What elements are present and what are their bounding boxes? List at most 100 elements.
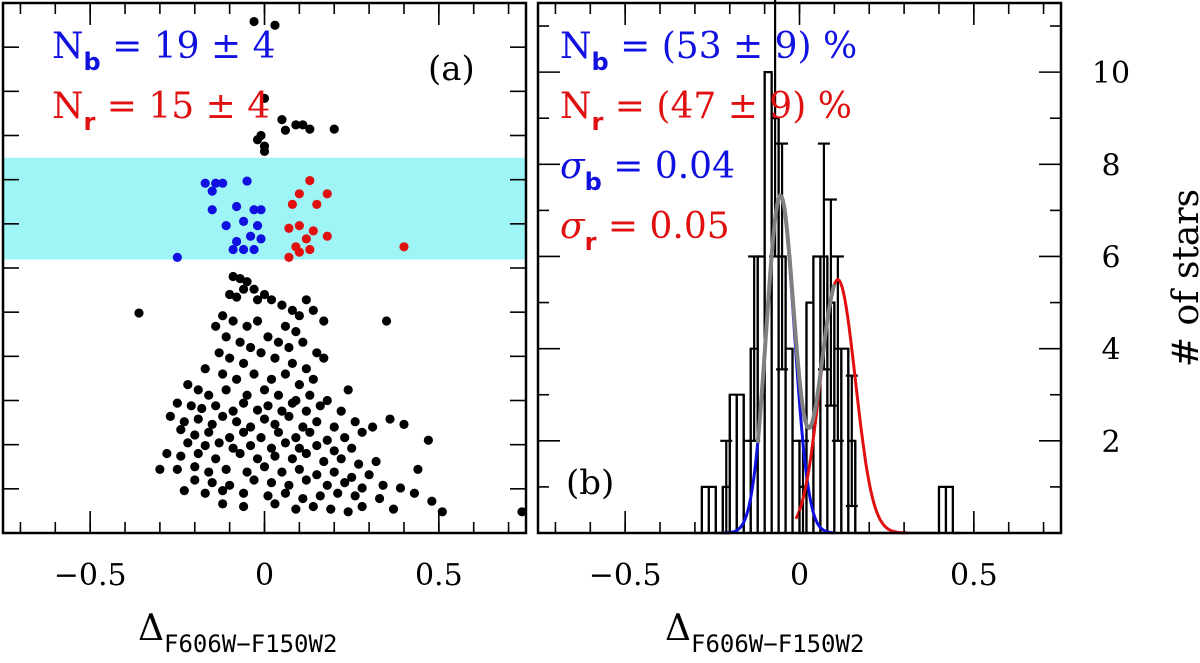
black-point-170 <box>263 491 273 501</box>
black-point-36 <box>280 321 291 331</box>
black-point-125 <box>347 443 357 453</box>
black-point-5 <box>298 120 308 130</box>
black-point-103 <box>176 425 186 435</box>
black-point-148 <box>294 464 304 474</box>
red-point-11 <box>305 244 315 255</box>
black-point-38 <box>221 332 231 342</box>
black-point-56 <box>232 374 242 384</box>
black-point-71 <box>322 395 332 406</box>
black-point-172 <box>298 493 308 504</box>
black-point-165 <box>395 483 406 493</box>
black-point-88 <box>193 414 203 424</box>
black-point-80 <box>263 401 273 411</box>
black-point-151 <box>347 472 357 482</box>
sigma-b-annotation: σb = 0.04 <box>560 146 735 196</box>
black-point-46 <box>214 348 224 358</box>
black-point-138 <box>371 456 381 467</box>
black-point-159 <box>284 480 294 490</box>
black-point-42 <box>273 337 284 347</box>
x-axis-label-b: ΔF606W−F150W2 <box>665 608 864 658</box>
black-point-120 <box>266 443 277 453</box>
blue-point-0 <box>200 178 210 188</box>
blue-point-11 <box>245 231 256 241</box>
black-point-139 <box>423 435 433 445</box>
red-gaussian-fit <box>794 277 908 535</box>
black-point-102 <box>399 419 409 429</box>
blue-point-17 <box>172 252 182 262</box>
black-point-26 <box>301 295 311 305</box>
blue-point-7 <box>249 205 259 215</box>
black-point-157 <box>249 475 259 485</box>
black-point-17 <box>249 284 259 294</box>
black-point-168 <box>218 486 228 496</box>
red-point-13 <box>294 247 304 257</box>
black-point-64 <box>204 390 214 400</box>
x-tick-label-a: −0.5 <box>54 558 127 593</box>
black-point-124 <box>329 446 339 456</box>
black-point-28 <box>319 316 329 326</box>
x-tick-label-a: 0.5 <box>415 558 463 593</box>
black-point-43 <box>284 342 294 353</box>
black-point-85 <box>336 406 346 416</box>
black-point-105 <box>204 427 214 437</box>
black-point-89 <box>207 419 217 429</box>
black-point-47 <box>225 353 235 363</box>
black-point-154 <box>190 475 200 485</box>
panel-a: −0.5 0 0.5 Nb = 19 ± 4 Nr = 15 ± 4 (a) ΔF6… <box>1 1 528 658</box>
blue-point-9 <box>232 236 242 247</box>
sigma-r-annotation: σr = 0.05 <box>560 206 730 256</box>
black-point-4 <box>291 120 301 130</box>
black-point-115 <box>183 438 193 448</box>
black-point-75 <box>197 403 207 414</box>
black-point-6 <box>305 124 315 134</box>
red-point-1 <box>294 189 304 199</box>
black-point-188 <box>343 507 353 517</box>
black-point-164 <box>378 480 388 490</box>
black-point-45 <box>312 348 322 358</box>
black-point-15 <box>242 277 252 287</box>
black-point-118 <box>228 443 238 453</box>
black-point-2 <box>259 93 270 103</box>
black-point-90 <box>218 411 228 421</box>
black-point-51 <box>287 358 297 368</box>
black-point-163 <box>357 483 367 493</box>
black-point-160 <box>301 475 311 485</box>
black-point-156 <box>225 480 235 490</box>
black-point-49 <box>256 348 266 358</box>
blue-point-5 <box>232 201 242 212</box>
black-point-136 <box>336 454 346 464</box>
black-point-123 <box>312 440 322 451</box>
black-point-23 <box>277 300 287 310</box>
black-point-147 <box>277 467 287 477</box>
black-point-107 <box>238 427 249 437</box>
x-axis-label-a: ΔF606W−F150W2 <box>138 608 337 658</box>
black-point-13 <box>228 271 238 282</box>
black-point-129 <box>211 454 221 464</box>
black-point-41 <box>263 332 273 342</box>
black-point-19 <box>232 292 242 302</box>
black-point-25 <box>294 311 304 321</box>
black-point-104 <box>190 430 200 440</box>
black-point-68 <box>273 390 284 400</box>
black-point-152 <box>364 470 374 480</box>
black-point-30 <box>381 316 392 326</box>
black-point-67 <box>259 385 270 395</box>
black-point-142 <box>190 462 200 472</box>
y-tick-label-b: 2 <box>1101 425 1120 460</box>
black-point-37 <box>291 327 301 337</box>
red-point-4 <box>322 189 332 199</box>
x-tick-label-b: 0 <box>790 558 809 593</box>
black-point-108 <box>256 433 266 443</box>
blue-point-3 <box>218 178 228 188</box>
red-point-3 <box>312 199 322 209</box>
black-point-121 <box>280 438 291 448</box>
black-point-113 <box>340 433 350 443</box>
black-point-126 <box>162 448 172 459</box>
black-point-65 <box>221 385 231 395</box>
black-point-96 <box>298 422 308 432</box>
black-point-1 <box>270 20 280 30</box>
black-point-18 <box>225 289 235 300</box>
black-point-86 <box>165 411 175 421</box>
black-point-87 <box>179 417 189 427</box>
